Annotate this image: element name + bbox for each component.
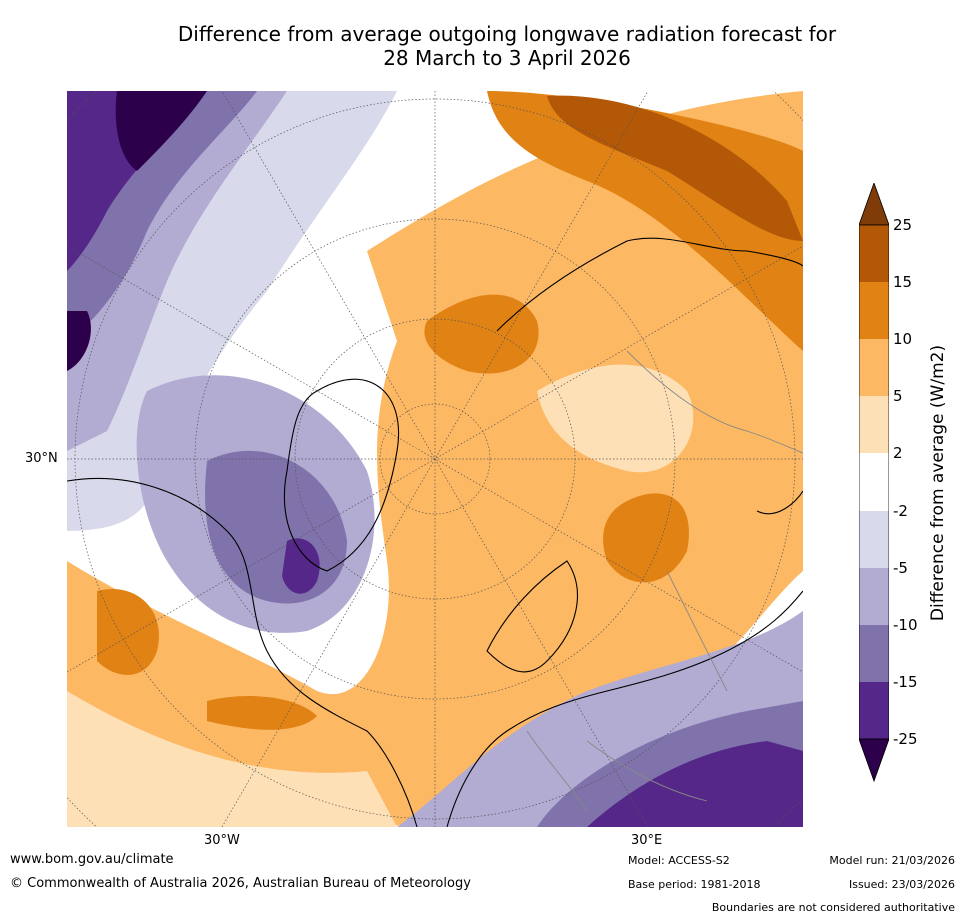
map-title: Difference from average outgoing longwav… xyxy=(0,22,965,70)
footer-copyright: © Commonwealth of Australia 2026, Austra… xyxy=(10,876,471,891)
colorbar-graphic xyxy=(859,183,889,783)
colorbar-extend-max xyxy=(859,183,889,226)
colorbar-tick: -5 xyxy=(893,559,908,577)
anomaly-region-africa-25 xyxy=(587,741,803,827)
colorbar-band xyxy=(859,568,889,625)
colorbar xyxy=(859,183,889,783)
anomaly-region-arctic-min xyxy=(115,91,207,171)
footer-website[interactable]: www.bom.gov.au/climate xyxy=(10,852,174,867)
title-line-1: Difference from average outgoing longwav… xyxy=(177,22,837,46)
olr-anomaly-map xyxy=(67,91,803,827)
colorbar-band xyxy=(859,396,889,453)
anomaly-region-atlantic-10a xyxy=(97,589,159,675)
colorbar-tick: 25 xyxy=(893,216,913,234)
colorbar-tick: -2 xyxy=(893,502,908,520)
anomaly-region-greenland-25 xyxy=(282,538,320,594)
anomaly-region-atlantic-10b xyxy=(207,696,317,730)
anomaly-region-north-15 xyxy=(547,95,803,242)
coastline-scandinavia xyxy=(486,560,578,673)
colorbar-tick: 5 xyxy=(893,387,903,405)
colorbar-tick: 2 xyxy=(893,444,903,462)
coastline-kamchatka xyxy=(756,490,803,515)
colorbar-band xyxy=(859,339,889,396)
colorbar-band xyxy=(859,225,889,282)
colorbar-band xyxy=(859,511,889,568)
colorbar-tick: -25 xyxy=(893,730,918,748)
colorbar-band xyxy=(859,682,889,739)
colorbar-tick: 15 xyxy=(893,273,913,291)
anomaly-region-arctic-25 xyxy=(67,91,207,271)
footer-model: Model: ACCESS-S2 xyxy=(628,854,730,867)
anomaly-region-russia-10 xyxy=(603,493,689,583)
footer-issued: Issued: 23/03/2026 xyxy=(848,878,955,891)
anomaly-region-pacific-min xyxy=(67,311,91,371)
colorbar-tick: -10 xyxy=(893,616,918,634)
map-canvas xyxy=(67,91,803,827)
coastline-north-america xyxy=(67,477,418,827)
coastlines xyxy=(67,237,803,827)
lon-label-30e: 30°E xyxy=(631,833,663,848)
footer-base-period: Base period: 1981-2018 xyxy=(628,878,761,891)
anomaly-region-eurasia-2 xyxy=(537,364,694,473)
colorbar-band xyxy=(859,282,889,339)
anomaly-region-scandinavia-10 xyxy=(424,294,539,374)
coastline-europe xyxy=(446,590,803,827)
colorbar-label: Difference from average (W/m2) xyxy=(928,344,948,622)
title-line-2: 28 March to 3 April 2026 xyxy=(383,46,631,70)
colorbar-tick: 10 xyxy=(893,330,913,348)
lon-label-30w: 30°W xyxy=(204,833,240,848)
footer-model-run: Model run: 21/03/2026 xyxy=(829,854,955,867)
country-borders xyxy=(526,350,803,812)
anomaly-region-atlantic-2 xyxy=(67,691,397,827)
graticule xyxy=(67,91,803,827)
colorbar-band xyxy=(859,625,889,682)
colorbar-band xyxy=(859,453,889,511)
lat-label-30n: 30°N xyxy=(25,451,58,466)
coastline-greenland xyxy=(283,378,399,572)
colorbar-tick: -15 xyxy=(893,673,918,691)
footer-disclaimer: Boundaries are not considered authoritat… xyxy=(711,901,955,914)
colorbar-extend-min xyxy=(859,738,889,783)
coastline-siberia xyxy=(496,237,803,332)
